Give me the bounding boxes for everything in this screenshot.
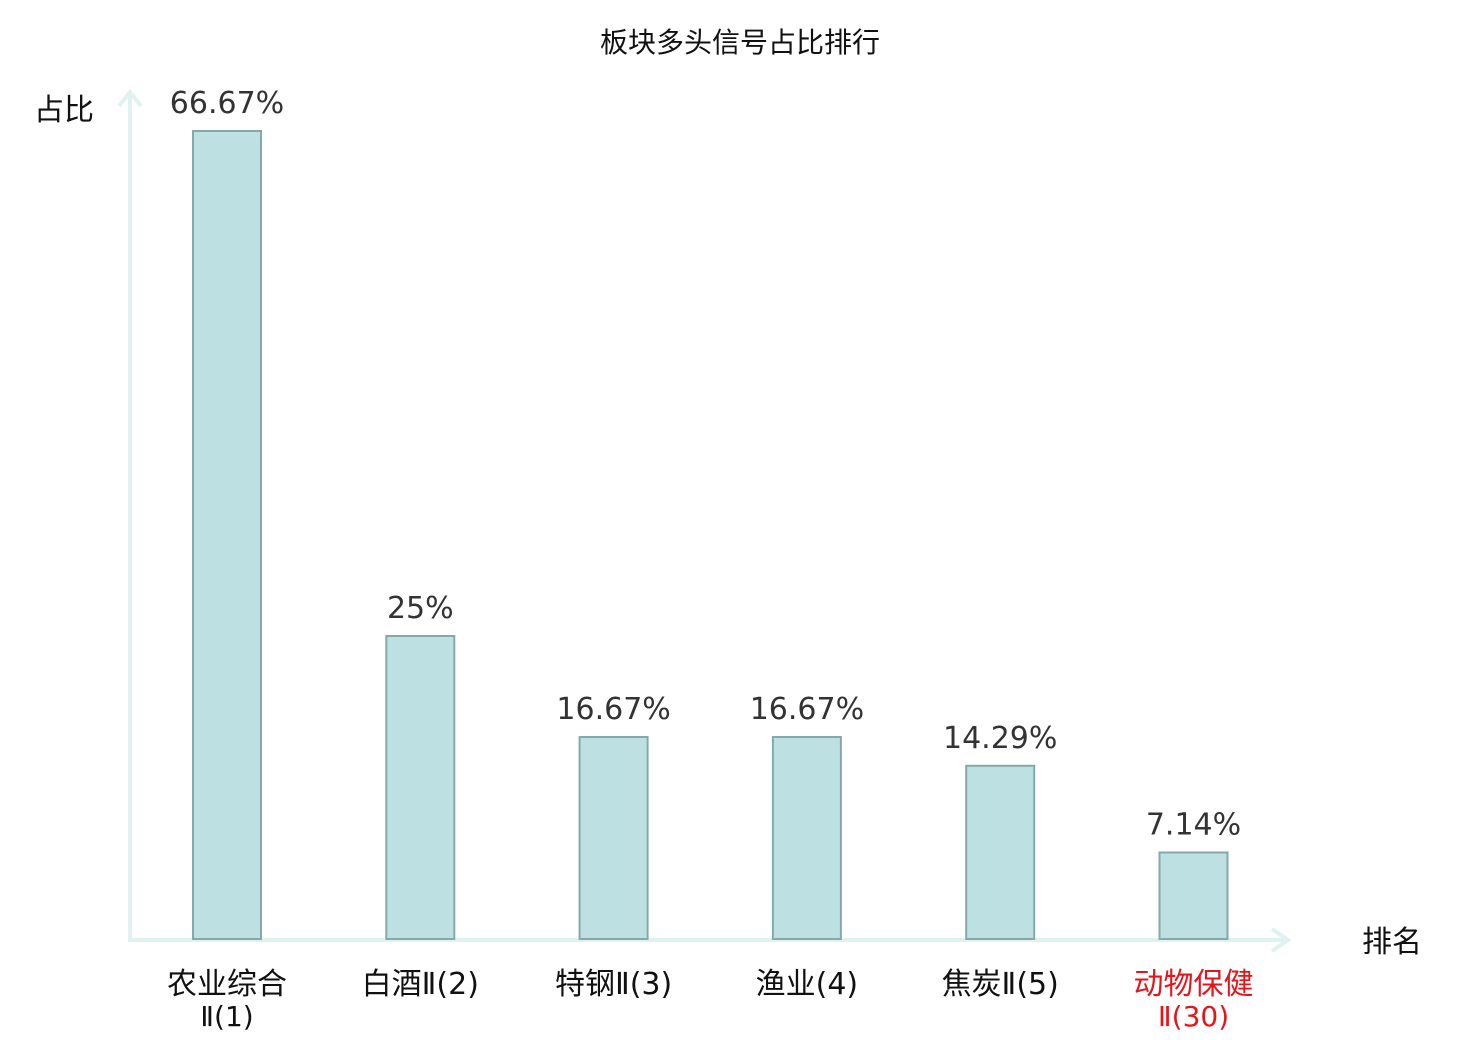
x-tick-label: 特钢Ⅱ(3)	[555, 967, 672, 1002]
data-label: 7.14%	[1146, 808, 1241, 843]
bar	[965, 764, 1036, 940]
bar	[578, 736, 649, 940]
data-label: 16.67%	[556, 692, 670, 727]
data-label: 66.67%	[170, 86, 284, 121]
x-axis: 排名	[128, 925, 1422, 960]
bar	[192, 130, 262, 940]
bar	[1158, 851, 1229, 940]
x-tick-label-sub: Ⅱ(1)	[200, 1000, 253, 1033]
bars-group	[192, 130, 1229, 940]
x-tick-label: 白酒Ⅱ(2)	[362, 967, 479, 1002]
chart-title: 板块多头信号占比排行	[600, 26, 880, 59]
x-tick-label: 农业综合	[167, 967, 287, 1002]
data-label: 25%	[387, 591, 454, 626]
y-axis-label: 占比	[34, 93, 94, 128]
x-tick-label-sub: Ⅱ(30)	[1158, 1000, 1229, 1033]
x-tick-label: 焦炭Ⅱ(5)	[942, 967, 1059, 1002]
x-axis-arrow-icon	[1270, 927, 1292, 953]
x-axis-label: 排名	[1362, 925, 1422, 960]
bar	[771, 736, 842, 940]
data-label: 16.67%	[750, 692, 864, 727]
data-label: 14.29%	[943, 721, 1057, 756]
x-tick-label: 渔业(4)	[756, 967, 859, 1002]
y-axis-arrow-icon	[117, 88, 143, 108]
x-tick-label: 动物保健	[1134, 967, 1254, 1002]
bar	[385, 635, 456, 940]
value-labels-group: 66.67% 25% 16.67% 16.67% 14.29% 7.14%	[170, 86, 1241, 843]
y-axis: 占比	[34, 88, 143, 940]
